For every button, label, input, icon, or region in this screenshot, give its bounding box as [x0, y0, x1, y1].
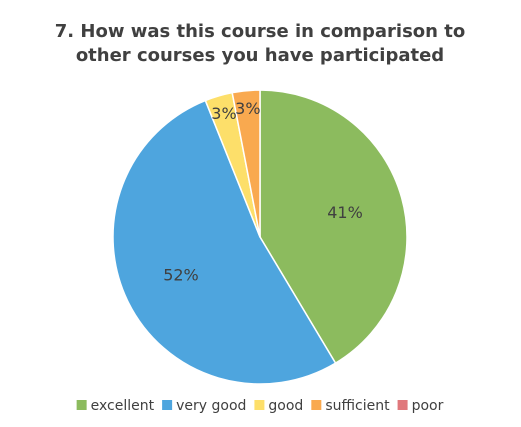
data-label: 41% — [327, 203, 363, 222]
legend-swatch — [76, 400, 87, 410]
data-label: 3% — [235, 99, 260, 118]
legend-swatch — [254, 400, 265, 410]
legend-label: excellent — [91, 398, 155, 414]
legend-swatch — [311, 400, 322, 410]
pie-slice — [112, 99, 337, 385]
legend-swatch — [397, 400, 408, 410]
legend-label: sufficient — [325, 398, 390, 414]
legend-swatch — [162, 400, 173, 410]
legend: excellent very good good sufficient poor — [76, 398, 444, 414]
pie-slice — [231, 89, 261, 238]
legend-label: very good — [176, 398, 246, 414]
data-label: 52% — [163, 266, 199, 285]
legend-label: good — [268, 398, 303, 414]
legend-label: poor — [412, 398, 444, 414]
pie-slice — [259, 89, 408, 365]
chart-title: 7. How was this course in comparison to o… — [55, 21, 465, 66]
data-label: 3% — [211, 104, 236, 123]
